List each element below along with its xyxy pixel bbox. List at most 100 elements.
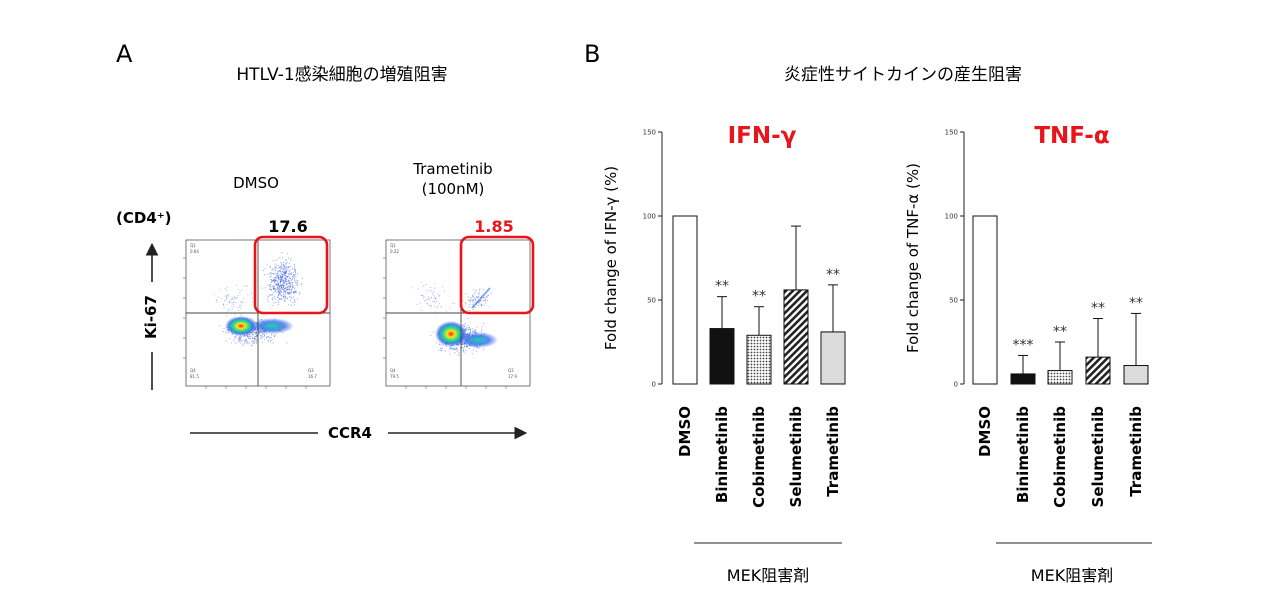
event-dot [270,287,272,289]
event-dot [291,283,293,285]
event-dot [292,296,295,298]
event-dot [284,267,286,269]
event-dot [292,273,294,275]
event-dot [291,282,293,284]
event-dot [474,299,476,302]
event-dot [277,284,279,286]
event-dot [251,338,254,340]
event-dot [487,295,489,297]
event-dot [281,272,283,275]
event-dot [285,291,287,293]
event-dot [292,267,294,269]
event-dot [224,300,226,302]
event-dot [290,283,292,285]
event-dot [294,301,296,303]
bar [672,215,698,385]
event-dot [232,304,235,306]
event-dot [271,282,273,284]
event-dot [290,258,292,260]
event-dot [480,300,482,302]
event-dot [272,285,275,287]
event-dot [275,288,278,291]
event-dot [249,337,251,339]
panel-a-title: HTLV-1感染細胞の増殖阻害 [236,65,447,85]
event-dot [233,298,235,300]
event-dot [472,349,474,351]
event-dot [462,348,464,350]
event-dot [286,342,288,344]
event-dot [278,298,281,300]
event-dot [290,290,293,292]
event-dot [277,290,280,292]
event-dot [228,301,230,303]
event-dot [274,286,276,288]
event-dot [235,301,237,304]
event-dot [284,277,286,279]
event-dot [240,340,243,343]
event-dot [218,325,221,327]
event-dot [274,278,276,280]
event-dot [238,310,240,312]
event-dot [284,288,286,290]
event-dot [294,292,296,294]
event-dot [277,282,279,284]
event-dot [283,273,285,276]
event-dot [277,272,279,275]
event-dot [424,299,426,301]
event-dot [286,279,288,281]
bar [746,334,772,385]
event-dot [482,322,484,325]
event-dot [484,298,487,300]
event-dot [281,252,283,254]
event-dot [283,282,285,284]
event-dot [252,333,254,335]
quadrant-value: 16.7 [308,374,317,379]
event-dot [441,306,443,308]
panel-a: A HTLV-1感染細胞の増殖阻害 (CD4⁺) Ki-67 CCR4 DMSO… [116,40,535,442]
event-dot [432,300,434,302]
event-dot [438,302,440,305]
event-dot [288,262,290,264]
event-dot [469,328,471,330]
event-dot [440,348,442,350]
event-dot [255,338,257,340]
event-dot [473,292,475,295]
event-dot [484,299,487,301]
event-dot [468,347,470,350]
event-dot [268,294,270,296]
event-dot [252,341,254,343]
event-dot [261,341,263,343]
event-dot [284,281,286,283]
event-dot [475,296,478,298]
event-dot [299,293,301,295]
event-dot [269,338,271,340]
event-dot [427,290,430,292]
event-dot [420,282,422,284]
event-dot [287,257,290,259]
bar [820,331,846,385]
event-dot [433,291,435,293]
event-dot [426,299,428,301]
event-dot [473,331,475,333]
event-dot [261,287,263,289]
event-dot [468,300,470,302]
event-dot [237,289,239,291]
event-dot [281,257,283,259]
event-dot [293,275,295,277]
event-dot [289,274,291,276]
event-dot [283,271,285,273]
panel-b-title: 炎症性サイトカインの産生阻害 [784,65,1022,85]
event-dot [481,305,483,307]
event-dot [424,300,426,302]
event-dot [289,259,292,262]
event-dot [233,339,235,341]
event-dot [469,309,471,312]
event-dot [476,326,478,328]
event-dot [474,329,476,331]
event-dot [462,350,464,352]
event-dot [427,304,429,306]
event-dot [278,290,281,293]
category-label: Binimetinib [713,406,731,503]
event-dot [274,273,276,275]
